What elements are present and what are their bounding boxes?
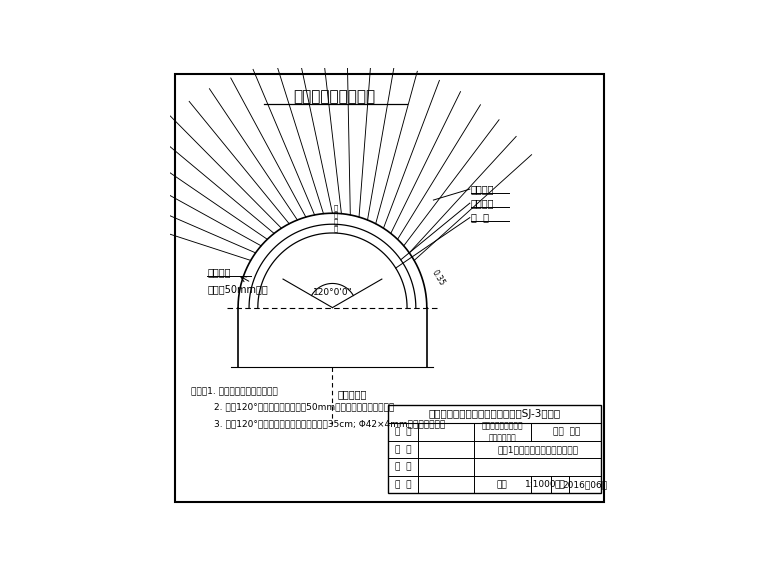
Text: 测  量: 测 量	[395, 428, 411, 436]
Text: 钢架中心线: 钢架中心线	[337, 389, 367, 399]
Text: 1:1000: 1:1000	[525, 480, 557, 489]
Text: 120°0'0": 120°0'0"	[312, 288, 353, 296]
Text: 顶
拱
中
线: 顶 拱 中 线	[334, 204, 337, 232]
Text: 审  核: 审 核	[395, 462, 411, 471]
Text: 支洞超前支护设计图: 支洞超前支护设计图	[293, 89, 375, 104]
Text: 2. 拱部120°范围内工字钢割直径50mm圆孔，便于钢花管穿入。: 2. 拱部120°范围内工字钢割直径50mm圆孔，便于钢花管穿入。	[191, 403, 394, 412]
Text: 超前支护: 超前支护	[207, 267, 231, 278]
Text: 2016年06月: 2016年06月	[562, 480, 608, 489]
Text: 0.35: 0.35	[429, 268, 446, 287]
Text: 超前支护: 超前支护	[470, 184, 494, 194]
Text: 中国铁建中铁十八局集团玉临高速SJ-3项目部: 中国铁建中铁十八局集团玉临高速SJ-3项目部	[429, 409, 561, 420]
Text: 文新1号隧道支洞超前支护设计图: 文新1号隧道支洞超前支护设计图	[497, 445, 578, 454]
Bar	[388, 405, 601, 493]
Text: 批  准: 批 准	[395, 480, 411, 489]
Text: 玉溪至临沧高速公路
进场道路工程: 玉溪至临沧高速公路 进场道路工程	[482, 421, 523, 442]
Text: 施工  部分: 施工 部分	[553, 428, 580, 436]
Text: 3. 拱部120°范围内设置超前小导管，间距35cm; Φ42×4mm热轧无缝钢管。: 3. 拱部120°范围内设置超前小导管，间距35cm; Φ42×4mm热轧无缝钢…	[191, 419, 445, 428]
Text: 说明：1. 本图标注尺寸均已米计。: 说明：1. 本图标注尺寸均已米计。	[191, 386, 278, 396]
Text: 日期: 日期	[555, 480, 565, 489]
Text: 钢  架: 钢 架	[470, 213, 489, 223]
Text: 比例: 比例	[497, 480, 508, 489]
Text: 绘  图: 绘 图	[395, 445, 411, 454]
Text: 喷混凝土: 喷混凝土	[470, 198, 494, 208]
Text: 钻直径50mm圆孔: 钻直径50mm圆孔	[207, 284, 268, 294]
